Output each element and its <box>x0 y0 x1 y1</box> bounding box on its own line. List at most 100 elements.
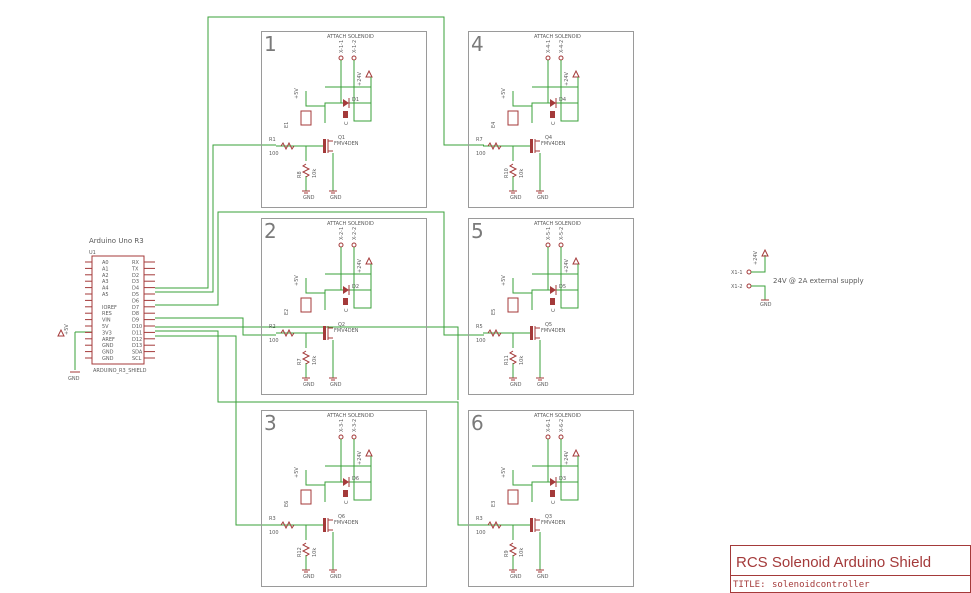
rail-arrow <box>572 69 580 78</box>
ext-wire-rail <box>751 255 766 273</box>
rail-label: +24V <box>564 71 570 86</box>
diode-label: D6 <box>352 476 359 482</box>
connector-pin-1 <box>545 242 551 248</box>
arduino-left-pin-10: 5V <box>102 324 109 330</box>
block-header: ATTACH SOLENOID <box>534 413 581 419</box>
resistor-gate-value: 100 <box>269 151 279 157</box>
arduino-right-pin-12: D12 <box>132 337 142 343</box>
block-header: ATTACH SOLENOID <box>327 34 374 40</box>
connector-pin-1 <box>545 434 551 440</box>
connector-pin-2 <box>558 434 564 440</box>
led-label: E1 <box>284 122 290 128</box>
resistor-gate-value: 100 <box>476 530 486 536</box>
led-supply-label: +5V <box>501 467 507 478</box>
ext-note: 24V @ 2A external supply <box>773 277 864 285</box>
wire-cap <box>353 456 372 501</box>
external-supply-symbol: X1-1 X1-2 +24V 24V @ 2A external supply GND <box>731 248 864 308</box>
fet-label: Q4 <box>545 135 552 141</box>
connector-pin-2 <box>351 242 357 248</box>
wire-cap <box>353 77 372 122</box>
wire-led <box>305 470 325 486</box>
fet-gate <box>323 518 326 532</box>
cap-symbol <box>343 298 348 305</box>
fet-part-label: FMV4DEN <box>334 141 359 147</box>
led-label: E5 <box>491 309 497 315</box>
resistor-pulldown-label: R9 <box>504 550 510 557</box>
block-number: 4 <box>471 32 484 56</box>
resistor-gate-label: R1 <box>269 137 276 143</box>
arduino-left-pin-11: 3V3 <box>102 330 112 336</box>
arduino-right-pin-9: D9 <box>132 318 139 324</box>
diode-label: D3 <box>559 476 566 482</box>
diode-label: D1 <box>352 97 359 103</box>
resistor-gate <box>280 328 295 338</box>
wire-diode-top <box>340 60 372 104</box>
wire-led <box>305 91 325 107</box>
net-wire-4 <box>155 326 459 400</box>
ext-pin-2 <box>746 283 752 289</box>
fet-gate <box>323 139 326 153</box>
resistor-gate-label: R5 <box>476 324 483 330</box>
wire-led <box>512 91 532 107</box>
rail-label: +24V <box>357 258 363 273</box>
block-header: ATTACH SOLENOID <box>327 413 374 419</box>
rail-label: +24V <box>564 450 570 465</box>
resistor-pulldown-label: R11 <box>504 355 510 365</box>
block-number: 6 <box>471 411 484 435</box>
wire-led <box>512 278 532 294</box>
arduino-left-pin-2: A2 <box>102 273 109 279</box>
led-symbol <box>507 297 519 313</box>
ext-pin-1-label: X1-1 <box>731 270 743 276</box>
connector-pin-2 <box>558 55 564 61</box>
arduino-right-pin-3: D3 <box>132 279 139 285</box>
arduino-right-pin-6: D6 <box>132 298 139 304</box>
rail-arrow <box>365 448 373 457</box>
net-wire-2 <box>155 211 484 336</box>
rail-arrow <box>572 448 580 457</box>
title-block-value: solenoidcontroller <box>772 580 870 590</box>
ground-label-0: GND <box>510 382 522 388</box>
resistor-gate-value: 100 <box>476 151 486 157</box>
diode-label: D2 <box>352 284 359 290</box>
connector-label-1: X-2-1 <box>339 227 345 240</box>
wire-diode-top <box>340 439 372 483</box>
block-frame <box>261 218 427 395</box>
arduino-left-pin-13: GND <box>102 343 114 349</box>
arduino-right-pin-15: SCL <box>132 356 142 362</box>
wire-cap <box>560 264 579 309</box>
arduino-footer: ARDUINO_R3_SHIELD <box>93 368 147 374</box>
net-wire-5 <box>155 330 484 526</box>
led-supply-label: +5V <box>294 275 300 286</box>
resistor-pulldown-label: R7 <box>297 358 303 365</box>
wire-cathode <box>531 481 548 502</box>
fet-label: Q3 <box>545 514 552 520</box>
fet-label: Q2 <box>338 322 345 328</box>
diode-symbol <box>343 99 349 107</box>
block-number: 3 <box>264 411 277 435</box>
ground-label-1: GND <box>537 195 549 201</box>
resistor-pulldown-label: R12 <box>297 547 303 557</box>
arduino-body <box>91 255 145 365</box>
connector-label-2: X-3-2 <box>352 419 358 432</box>
arduino-left-pin-9: VIN <box>102 318 111 324</box>
ground-label-1: GND <box>537 382 549 388</box>
arduino-right-pin-7: D7 <box>132 305 139 311</box>
wire-diode-top <box>547 60 579 104</box>
resistor-gate <box>487 520 502 530</box>
fet-label: Q6 <box>338 514 345 520</box>
diode-label: D4 <box>559 97 566 103</box>
arduino-right-pin-1: TX <box>131 266 139 272</box>
resistor-pulldown <box>508 542 518 557</box>
wire-led <box>305 278 325 294</box>
resistor-pulldown-label: R8 <box>297 171 303 178</box>
arduino-ref: U1 <box>89 250 96 256</box>
block-number: 5 <box>471 219 484 243</box>
arduino-right-pin-8: D8 <box>132 311 139 317</box>
ground-label-0: GND <box>510 574 522 580</box>
resistor-gate <box>280 520 295 530</box>
